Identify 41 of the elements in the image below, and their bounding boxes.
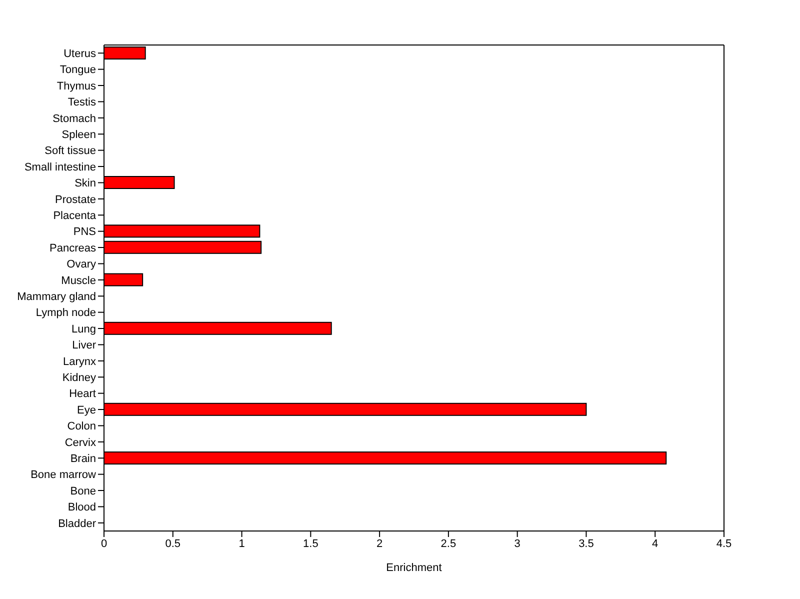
y-tick-label: Eye	[77, 404, 96, 416]
y-tick-label: Larynx	[62, 356, 96, 368]
y-tick-label: Prostate	[55, 194, 96, 206]
y-tick-label: Bone marrow	[30, 469, 96, 482]
y-tick-label: Brain	[70, 453, 96, 466]
y-tick-label: Tongue	[60, 64, 96, 76]
y-tick-label: Uterus	[64, 48, 96, 60]
x-tick-label: 1	[238, 538, 245, 550]
x-tick-label: 2	[376, 538, 383, 550]
x-tick-label: 3	[514, 538, 520, 550]
y-tick-label: Heart	[69, 388, 96, 400]
y-tick-label: Kidney	[62, 372, 96, 384]
y-tick-label: Blood	[68, 502, 96, 514]
x-tick-label: 4	[652, 538, 658, 550]
y-tick-label: Thymus	[56, 80, 96, 92]
x-tick-label: 0.5	[165, 538, 181, 550]
y-tick-label: Cervix	[64, 436, 96, 449]
x-tick-label: 2.5	[440, 538, 456, 550]
y-tick-label: Bladder	[58, 518, 96, 530]
y-tick-label: Ovary	[66, 258, 96, 271]
y-tick-label: Muscle	[61, 274, 96, 287]
y-tick-label: Placenta	[53, 210, 97, 222]
y-tick-label: Spleen	[62, 129, 96, 142]
y-tick-label: PNS	[73, 226, 96, 238]
x-axis-title: Enrichment	[386, 562, 442, 574]
y-tick-label: Lymph node	[36, 307, 96, 320]
y-tick-label: Skin	[74, 178, 96, 190]
x-tick-label: 1.5	[303, 538, 318, 550]
y-tick-label: Bone	[70, 485, 96, 498]
y-tick-label: Liver	[72, 340, 96, 352]
y-tick-label: Small intestine	[24, 161, 96, 174]
y-tick-label: Pancreas	[50, 242, 96, 254]
y-tick-label: Colon	[67, 420, 96, 433]
x-tick-label: 4.5	[716, 538, 732, 550]
y-tick-label: Testis	[68, 96, 96, 109]
y-tick-label: Soft tissue	[44, 145, 96, 158]
y-tick-label: Stomach	[52, 112, 96, 125]
y-tick-label: Mammary gland	[17, 291, 96, 304]
y-tick-label: Lung	[72, 323, 96, 336]
x-tick-label: 3.5	[578, 538, 594, 550]
x-tick-label: 0	[100, 538, 108, 550]
